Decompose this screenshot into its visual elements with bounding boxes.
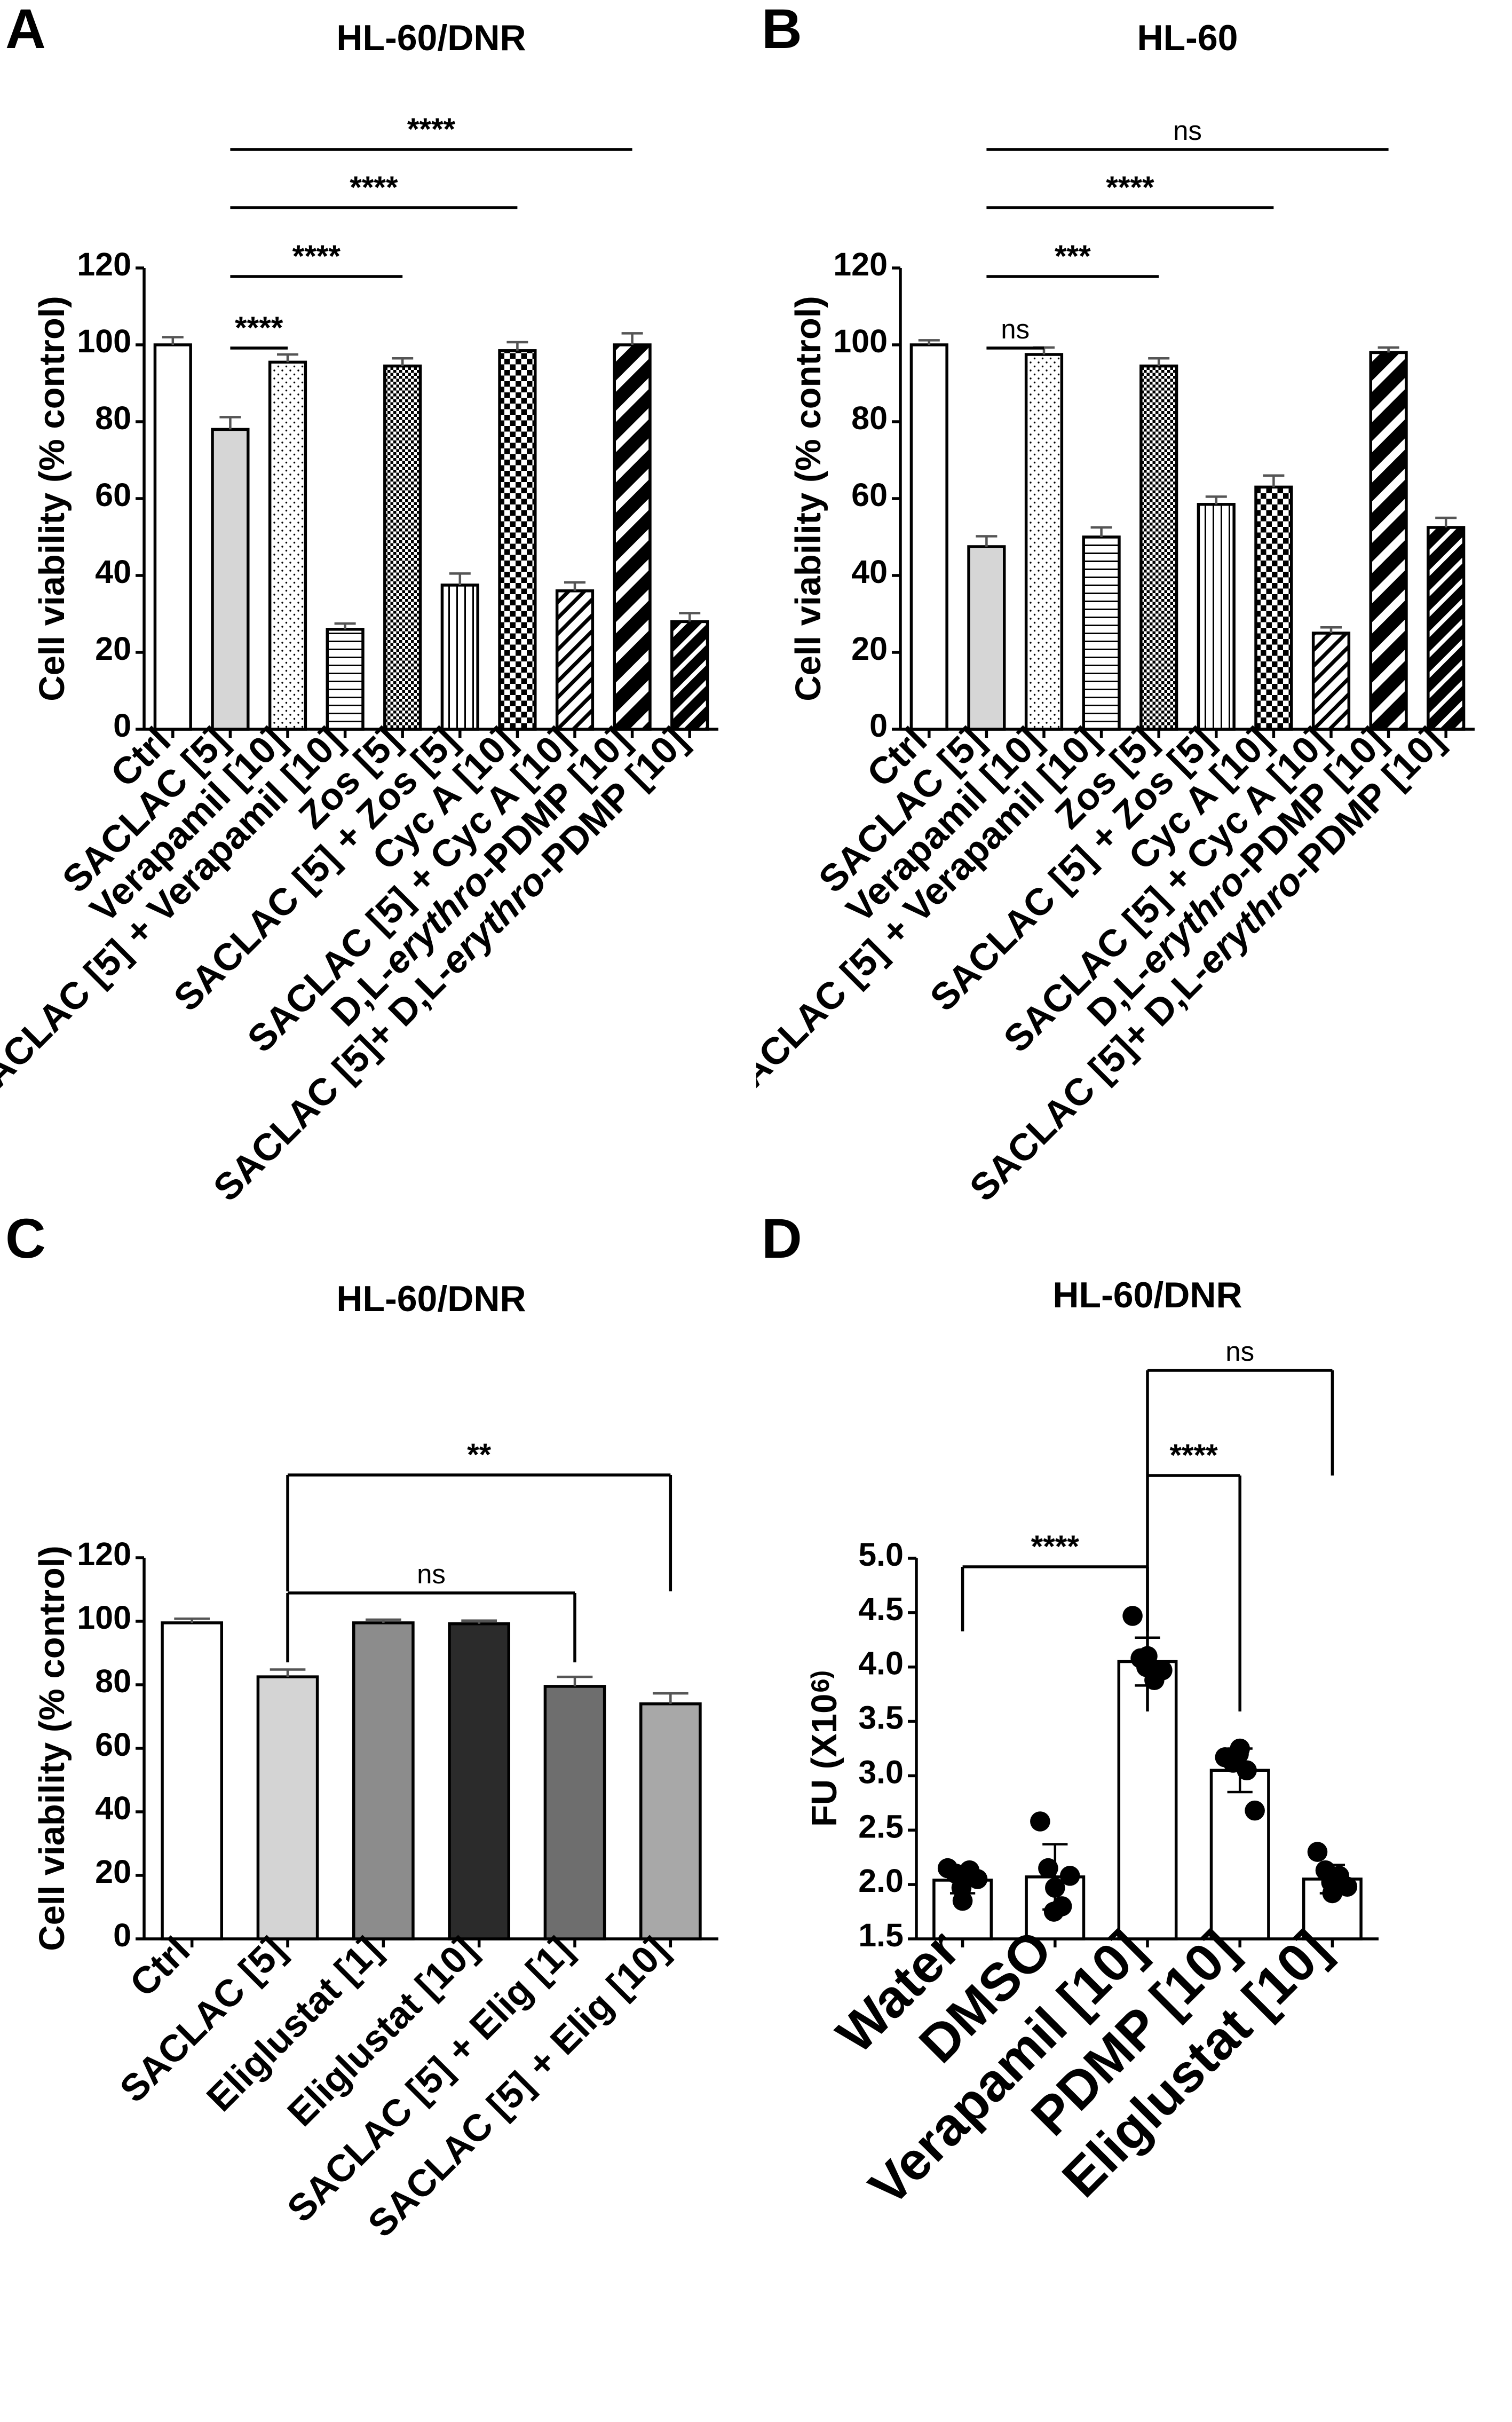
svg-text:4.5: 4.5 [858, 1591, 904, 1627]
svg-text:2.5: 2.5 [858, 1808, 904, 1844]
svg-text:20: 20 [95, 630, 131, 667]
svg-text:HL-60/DNR: HL-60/DNR [336, 18, 526, 58]
svg-text:B: B [762, 0, 802, 60]
svg-text:**: ** [467, 1438, 492, 1472]
svg-text:80: 80 [95, 1663, 131, 1699]
svg-text:4.0: 4.0 [858, 1645, 904, 1682]
svg-text:HL-60/DNR: HL-60/DNR [1052, 1275, 1242, 1315]
svg-text:120: 120 [77, 1536, 131, 1572]
svg-text:60: 60 [95, 477, 131, 513]
svg-text:20: 20 [851, 630, 888, 667]
svg-text:A: A [5, 0, 46, 60]
svg-text:****: **** [407, 112, 456, 147]
svg-text:Cell viability (% control): Cell viability (% control) [32, 1545, 72, 1951]
svg-text:5.0: 5.0 [858, 1536, 904, 1573]
svg-text:60: 60 [851, 477, 888, 513]
svg-text:Cell viability (% control): Cell viability (% control) [788, 296, 828, 701]
svg-text:FU (X106): FU (X106) [804, 1670, 844, 1827]
svg-text:2.0: 2.0 [858, 1863, 904, 1899]
svg-text:****: **** [292, 239, 341, 274]
svg-text:****: **** [1169, 1438, 1218, 1473]
svg-text:60: 60 [95, 1726, 131, 1763]
svg-text:D: D [762, 1210, 802, 1270]
svg-text:3.5: 3.5 [858, 1700, 904, 1736]
svg-text:100: 100 [77, 323, 131, 359]
svg-text:ns: ns [1173, 115, 1202, 146]
svg-text:100: 100 [833, 323, 888, 359]
svg-text:Cell viability (% control): Cell viability (% control) [32, 296, 72, 701]
svg-text:1.5: 1.5 [858, 1917, 904, 1953]
svg-text:80: 80 [851, 400, 888, 436]
svg-text:****: **** [235, 311, 283, 345]
svg-text:0: 0 [869, 707, 888, 744]
svg-text:****: **** [350, 170, 398, 205]
svg-text:20: 20 [95, 1853, 131, 1890]
svg-text:40: 40 [95, 554, 131, 590]
svg-text:ns: ns [1001, 314, 1030, 344]
svg-text:***: *** [1055, 239, 1091, 274]
svg-text:0: 0 [113, 1917, 131, 1953]
svg-text:HL-60/DNR: HL-60/DNR [336, 1279, 526, 1319]
svg-text:40: 40 [851, 554, 888, 590]
svg-text:40: 40 [95, 1790, 131, 1826]
svg-text:C: C [5, 1210, 46, 1270]
svg-text:120: 120 [833, 246, 888, 282]
svg-text:100: 100 [77, 1599, 131, 1636]
svg-text:****: **** [1031, 1529, 1080, 1564]
svg-text:HL-60: HL-60 [1137, 18, 1238, 58]
svg-text:120: 120 [77, 246, 131, 282]
svg-text:ns: ns [1225, 1336, 1254, 1367]
svg-text:****: **** [1106, 170, 1154, 205]
svg-text:ns: ns [417, 1559, 446, 1589]
svg-text:3.0: 3.0 [858, 1754, 904, 1790]
svg-text:0: 0 [113, 707, 131, 744]
svg-text:80: 80 [95, 400, 131, 436]
